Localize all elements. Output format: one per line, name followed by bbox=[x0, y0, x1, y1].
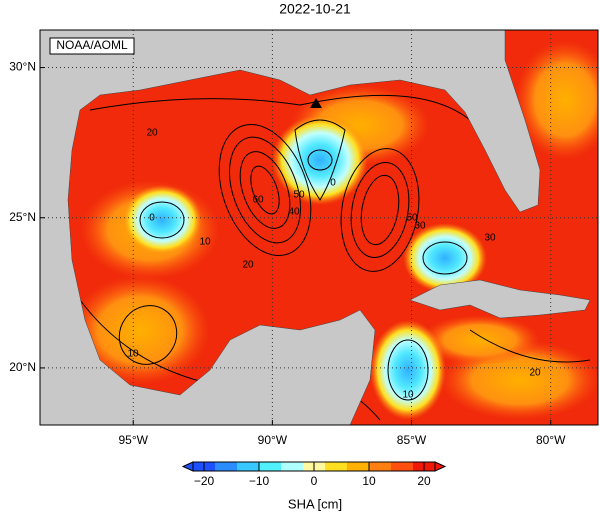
land bbox=[40, 30, 541, 425]
contour-label: 0 bbox=[149, 213, 155, 224]
colorbar-arrow bbox=[181, 461, 194, 472]
colorbar-arrow bbox=[434, 461, 447, 472]
contour-label: 20 bbox=[242, 260, 254, 271]
x-tick-label: 90°W bbox=[258, 433, 288, 447]
map-frame bbox=[39, 29, 599, 426]
colorbar-label: SHA [cm] bbox=[288, 496, 342, 511]
x-tick-label: 85°W bbox=[397, 433, 427, 447]
contour-label: 10 bbox=[199, 237, 211, 248]
contour-label: 60 bbox=[252, 195, 264, 206]
x-tick-label: 95°W bbox=[118, 433, 148, 447]
source: NOAA/AOML bbox=[56, 38, 128, 52]
colorbar-segment bbox=[391, 462, 414, 471]
contour-label: 30 bbox=[414, 221, 426, 232]
colorbar-tick-label: 0 bbox=[311, 474, 318, 488]
cuba bbox=[409, 279, 591, 319]
x-tick-label: 80°W bbox=[536, 433, 566, 447]
colorbar-tick-label: 20 bbox=[417, 474, 431, 488]
contour-label: 20 bbox=[529, 368, 541, 379]
y-tick-label: 25°N bbox=[9, 210, 36, 224]
contour-label: 40 bbox=[288, 207, 300, 218]
contour-label: 50 bbox=[293, 190, 305, 201]
contour-label: 0 bbox=[330, 178, 336, 189]
colorbar-tick-label: −20 bbox=[194, 474, 215, 488]
colorbar-tick-label: 10 bbox=[362, 474, 376, 488]
contour-label: 20 bbox=[146, 128, 158, 139]
contour-label: 10 bbox=[402, 390, 414, 401]
colorbar-segment bbox=[215, 462, 238, 471]
source-box bbox=[49, 37, 135, 55]
colorbar-segment bbox=[281, 462, 304, 471]
colorbar-segment bbox=[369, 462, 392, 471]
colorbar-segment bbox=[259, 462, 282, 471]
colorbar-tick-label: −10 bbox=[249, 474, 270, 488]
title: 2022-10-21 bbox=[279, 1, 351, 17]
contour-label: 30 bbox=[484, 233, 496, 244]
y-tick-label: 30°N bbox=[9, 60, 36, 74]
marker bbox=[310, 98, 322, 108]
colorbar-segment bbox=[325, 462, 348, 471]
y-tick-label: 20°N bbox=[9, 360, 36, 374]
colorbar-segment bbox=[237, 462, 260, 471]
map-field bbox=[40, 30, 598, 425]
colorbar-segment bbox=[347, 462, 370, 471]
contour-label: 10 bbox=[127, 349, 139, 360]
contour-label: 50 bbox=[406, 213, 418, 224]
